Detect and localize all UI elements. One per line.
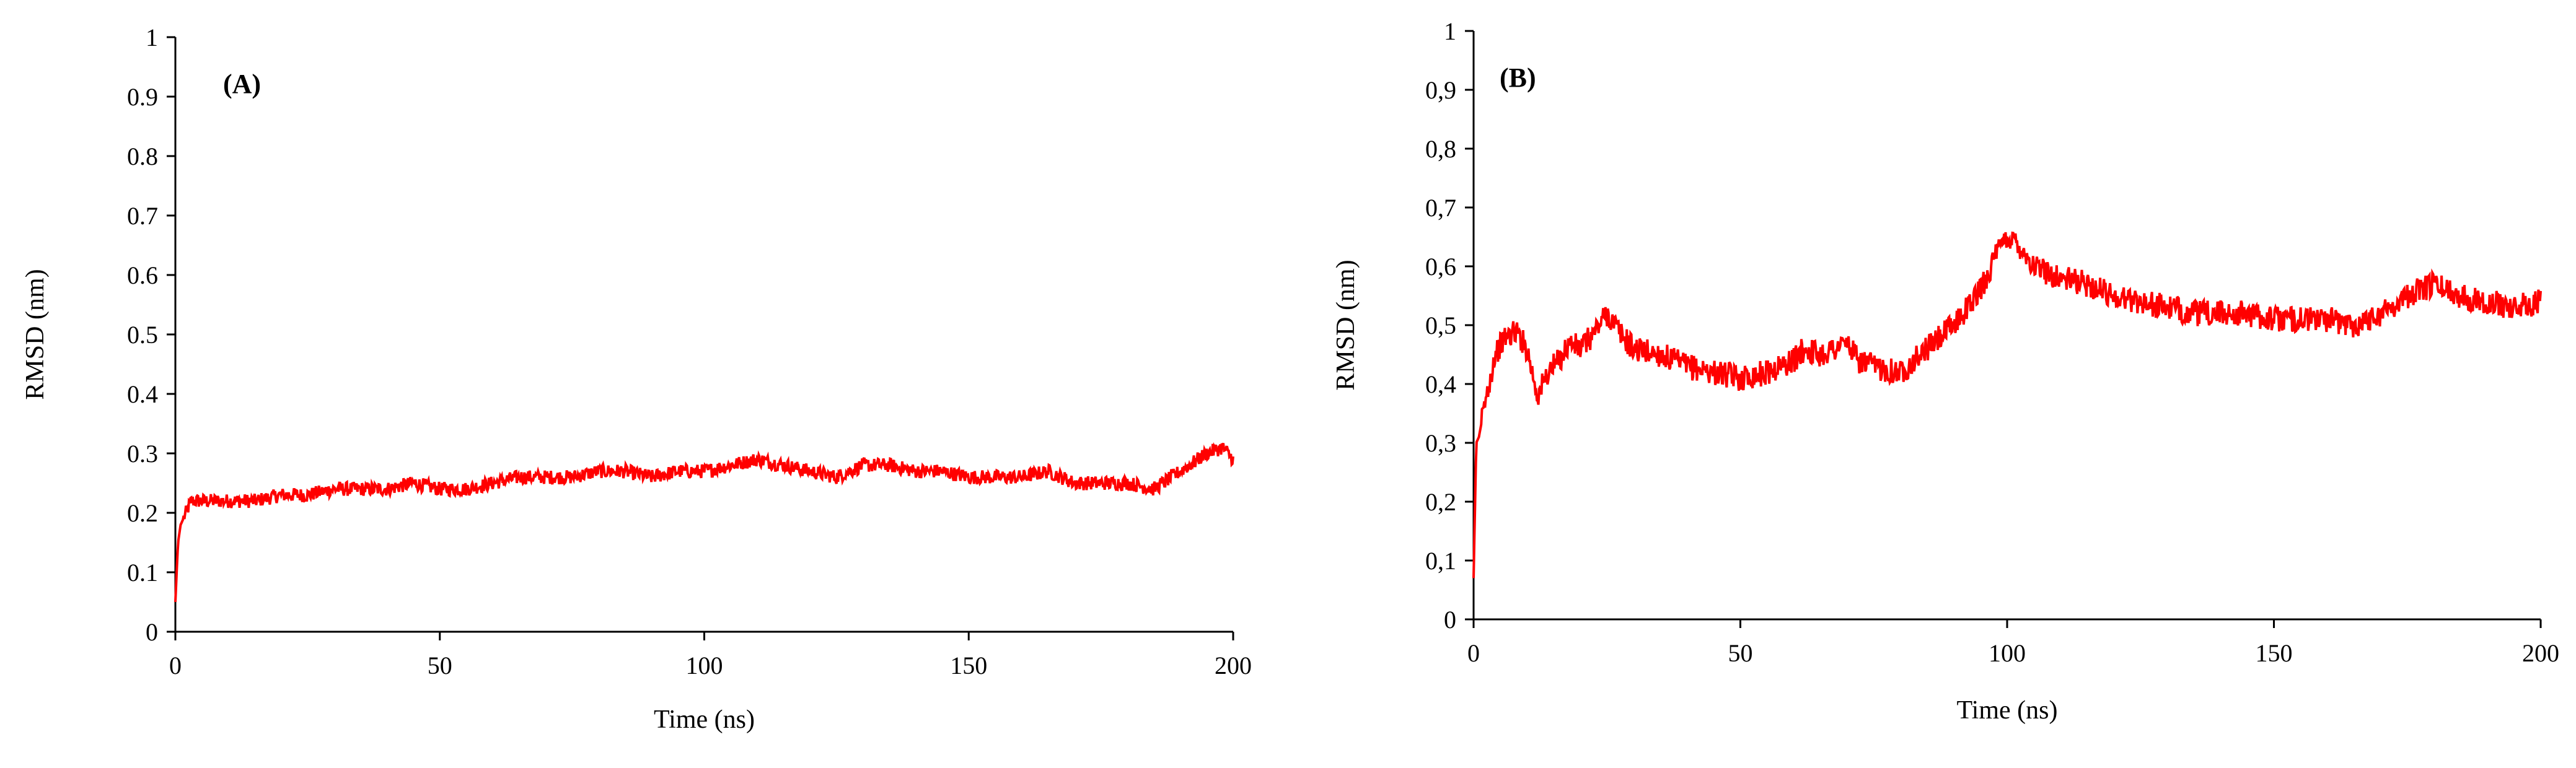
y-tick-label: 0,8 [1425, 135, 1456, 163]
panel-b-rmsd-line [1472, 231, 2542, 578]
y-tick-label: 0.2 [127, 499, 158, 527]
y-tick-label: 0 [1444, 606, 1456, 634]
y-tick-label: 0.4 [127, 380, 158, 408]
y-tick-label: 0,3 [1425, 429, 1456, 457]
x-tick-label: 150 [950, 652, 987, 679]
y-tick-label: 1 [1444, 17, 1456, 45]
y-tick-label: 0.6 [127, 261, 158, 289]
y-tick-label: 0.5 [127, 321, 158, 349]
y-tick-label: 0.9 [127, 83, 158, 111]
x-tick-label: 100 [1989, 639, 2026, 667]
panel-a-y-axis-title: RMSD (nm) [21, 269, 50, 399]
panel-a-x-tick-labels: 0 50 100 150 200 [169, 652, 1252, 679]
y-tick-label: 0,2 [1425, 488, 1456, 516]
panel-a-chart: 0 0.1 0.2 0.3 0.4 0.5 0.6 0.7 0.8 0.9 1 0 50 100 150 2… [21, 24, 1252, 734]
panel-a-y-tick-labels: 0 0.1 0.2 0.3 0.4 0.5 0.6 0.7 0.8 0.9 1 [127, 24, 158, 646]
x-tick-label: 0 [1467, 639, 1480, 667]
panel-a-rmsd-line [174, 442, 1234, 603]
y-tick-label: 0,4 [1425, 370, 1456, 398]
y-tick-label: 0,7 [1425, 194, 1456, 222]
panel-a-label: (A) [223, 69, 261, 99]
x-tick-label: 100 [686, 652, 723, 679]
x-tick-label: 200 [2522, 639, 2559, 667]
x-tick-label: 0 [169, 652, 182, 679]
y-tick-label: 0,6 [1425, 253, 1456, 281]
y-tick-label: 0.8 [127, 142, 158, 170]
y-tick-label: 0,5 [1425, 312, 1456, 339]
x-tick-label: 50 [428, 652, 452, 679]
panel-b-chart: 0 0,1 0,2 0,3 0,4 0,5 0,6 0,7 0,8 0,9 1 0 50 100 150 2… [1332, 17, 2559, 725]
panel-b-x-axis-title: Time (ns) [1957, 696, 2058, 725]
x-tick-label: 50 [1728, 639, 1753, 667]
y-tick-label: 0,1 [1425, 547, 1456, 575]
panel-b-y-tick-labels: 0 0,1 0,2 0,3 0,4 0,5 0,6 0,7 0,8 0,9 1 [1425, 17, 1456, 634]
panel-a-axes [167, 36, 1234, 640]
y-tick-label: 0,9 [1425, 76, 1456, 104]
x-tick-label: 150 [2256, 639, 2293, 667]
x-tick-label: 200 [1215, 652, 1252, 679]
panel-b-label: (B) [1500, 63, 1536, 93]
y-tick-label: 0 [146, 618, 158, 646]
y-tick-label: 1 [146, 24, 158, 51]
y-tick-label: 0.3 [127, 440, 158, 468]
y-tick-label: 0.1 [127, 559, 158, 587]
panel-a-x-axis-title: Time (ns) [654, 705, 755, 734]
panel-b-y-axis-title: RMSD (nm) [1332, 260, 1360, 390]
y-tick-label: 0.7 [127, 202, 158, 230]
panel-b-x-tick-labels: 0 50 100 150 200 [1467, 639, 2559, 667]
